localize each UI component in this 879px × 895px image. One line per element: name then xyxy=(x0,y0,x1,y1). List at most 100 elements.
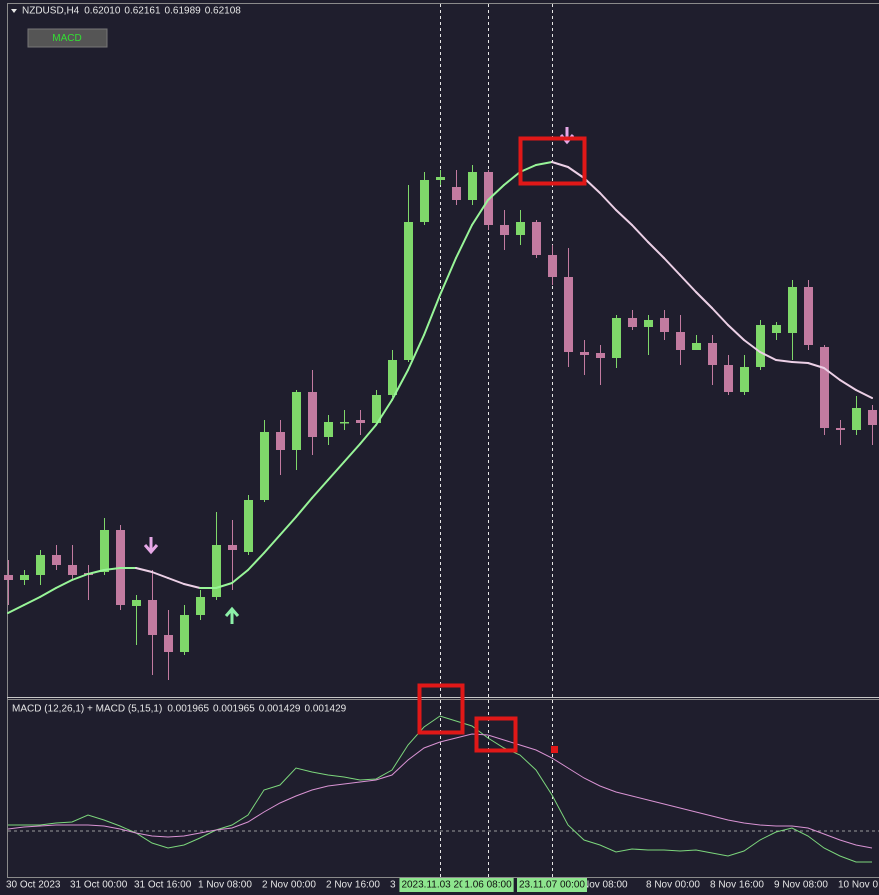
label-background xyxy=(399,878,481,892)
header-value: 0.61989 xyxy=(165,6,202,17)
indicator-header: 0.001965 0.001965 0.001429 0.001429 xyxy=(167,704,346,715)
indicator-line xyxy=(8,715,872,863)
candle-body xyxy=(324,422,333,437)
candle-body xyxy=(516,222,525,235)
candle-body xyxy=(308,392,317,437)
highlight-box xyxy=(518,136,587,186)
moving-average-segment xyxy=(23,596,41,606)
moving-average-segment xyxy=(247,552,265,571)
moving-average-segment xyxy=(823,367,841,381)
plot: 30 Oct 2023 31 Oct 00:00 31 Oct 16:00 1 Nov… xyxy=(4,4,879,892)
candle-body xyxy=(740,367,749,392)
moving-average-segment xyxy=(135,567,153,573)
candle-body xyxy=(260,432,269,500)
moving-average-segment xyxy=(807,362,825,369)
candle-body xyxy=(692,343,701,350)
moving-average-segment xyxy=(263,534,281,554)
moving-average-segment xyxy=(471,199,489,226)
candle-body xyxy=(404,222,413,360)
x-tick-label: 31 Oct 00:00 xyxy=(70,880,128,891)
vertical-line-label-text: 1.06 08:00 xyxy=(464,880,512,891)
candle-body xyxy=(68,565,77,575)
candle-body xyxy=(20,575,29,580)
candle-body xyxy=(164,635,173,652)
label-background xyxy=(462,878,514,892)
moving-average-segment xyxy=(279,516,297,536)
candle-body xyxy=(372,395,381,423)
candle-body xyxy=(292,392,301,450)
indicator-title: MACD (12,26,1) + MACD (5,15,1) xyxy=(12,704,162,715)
highlight-box xyxy=(417,683,465,735)
moving-average-segment xyxy=(423,294,441,336)
header-value: 0.001965 xyxy=(167,704,209,715)
candle-body xyxy=(420,180,429,222)
candle-body xyxy=(436,177,445,180)
moving-average-segment xyxy=(535,161,553,166)
moving-average xyxy=(7,161,873,614)
macd-button-label[interactable]: MACD xyxy=(52,33,81,44)
candle-body xyxy=(564,277,573,352)
x-tick-label: 9 Nov 08:00 xyxy=(774,880,828,891)
candle-body xyxy=(724,365,733,392)
moving-average-segment xyxy=(855,389,873,399)
x-tick-label: Nov 08:00 xyxy=(582,880,628,891)
candle-body xyxy=(196,597,205,615)
candle-body xyxy=(212,545,221,597)
header-value: 0.62010 xyxy=(84,6,121,17)
candle-body xyxy=(388,360,397,395)
candle-body xyxy=(452,187,461,200)
candle-body xyxy=(836,428,845,430)
moving-average-segment xyxy=(759,351,777,361)
moving-average-segment xyxy=(583,177,601,194)
candle-body xyxy=(660,318,669,332)
sell-arrow xyxy=(143,537,159,555)
moving-average-segment xyxy=(599,192,617,211)
x-tick-label: 2 Nov 16:00 xyxy=(326,880,380,891)
candle-body xyxy=(276,432,285,450)
vertical-line-label-text: 23.11.07 00:00 xyxy=(519,880,585,891)
moving-average-segment xyxy=(791,361,809,364)
header-value: 0.62161 xyxy=(124,6,161,17)
x-tick-label: 31 Oct 16:00 xyxy=(134,880,192,891)
highlight-box xyxy=(474,716,518,753)
candle-body xyxy=(532,222,541,255)
candle-body xyxy=(644,320,653,327)
candle-body xyxy=(580,352,589,355)
candle-body xyxy=(612,318,621,358)
candle-body xyxy=(708,343,717,365)
candle-body xyxy=(468,172,477,200)
candle-body xyxy=(4,575,13,580)
moving-average-segment xyxy=(839,379,857,391)
candle-body xyxy=(244,500,253,552)
x-tick-label: 10 Nov 0 xyxy=(838,880,878,891)
moving-average-segment xyxy=(727,324,745,341)
collapse-icon[interactable] xyxy=(11,9,17,13)
vertical-line-label: 23.11.07 00:00 xyxy=(517,878,587,892)
x-tick-label: 8 Nov 00:00 xyxy=(646,880,700,891)
moving-average-segment xyxy=(103,567,121,571)
moving-average-segment xyxy=(55,579,73,589)
x-tick-label: 2 Nov 00:00 xyxy=(262,880,316,891)
candle-body xyxy=(356,420,365,423)
moving-average-segment xyxy=(647,241,665,259)
candle-body xyxy=(340,422,349,424)
moving-average-segment xyxy=(631,224,649,243)
candle-body xyxy=(596,353,605,358)
candle-body xyxy=(500,225,509,235)
moving-average-segment xyxy=(455,224,473,259)
moving-average-segment xyxy=(39,587,57,598)
moving-average-segment xyxy=(343,443,361,463)
candle-body xyxy=(628,318,637,327)
vertical-line-label: 2023.11.03 20:00 xyxy=(399,878,481,892)
candle-body xyxy=(676,332,685,350)
moving-average-segment xyxy=(71,573,89,581)
macd-button[interactable] xyxy=(27,28,108,48)
candle-body xyxy=(52,555,61,565)
candle-body xyxy=(100,530,109,572)
moving-average-segment xyxy=(391,369,409,401)
x-tick-label: 30 Oct 2023 xyxy=(6,880,61,891)
moving-average-segment xyxy=(167,577,185,585)
moving-average-segment xyxy=(663,257,681,276)
moving-average-segment xyxy=(359,424,377,445)
candle-body xyxy=(788,287,797,333)
